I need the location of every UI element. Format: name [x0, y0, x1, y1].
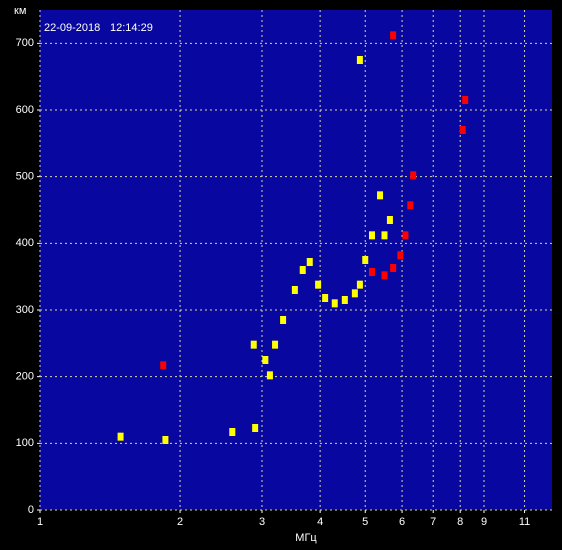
x-tick-label: 9 — [481, 516, 487, 528]
x-tick-label: 6 — [399, 516, 405, 528]
y-tick-label: 100 — [16, 437, 34, 449]
y-tick-label: 0 — [28, 504, 34, 516]
y-tick-label: 500 — [16, 171, 34, 183]
trace-point — [390, 264, 397, 272]
trace-point — [362, 256, 369, 264]
trace-point — [351, 289, 358, 298]
trace-point — [252, 424, 259, 432]
plot-area — [40, 10, 552, 510]
trace-point — [250, 340, 257, 349]
trace-point — [390, 31, 397, 40]
trace-point — [407, 201, 414, 210]
trace-point — [266, 371, 273, 380]
trace-point — [356, 280, 363, 289]
trace-point — [322, 294, 329, 302]
trace-point — [117, 432, 124, 441]
trace-point — [386, 216, 393, 224]
x-tick-label: 2 — [177, 516, 183, 528]
x-axis-label: МГц — [295, 532, 317, 544]
trace-point — [462, 96, 469, 104]
trace-point — [229, 428, 236, 436]
trace-point — [397, 251, 404, 260]
trace-point — [272, 340, 279, 349]
y-tick-label: 400 — [16, 237, 34, 249]
y-tick-label: 300 — [16, 304, 34, 316]
trace-point — [299, 266, 306, 274]
trace-point — [306, 258, 313, 266]
x-tick-label: 4 — [317, 516, 323, 528]
trace-point — [160, 361, 167, 370]
x-tick-label: 7 — [430, 516, 436, 528]
trace-point — [381, 231, 388, 240]
date: 22-09-2018 — [44, 22, 100, 34]
trace-point — [291, 286, 298, 294]
x-tick-label: 11 — [519, 516, 530, 528]
x-tick-label: 8 — [457, 516, 463, 528]
trace-point — [262, 356, 269, 364]
trace-point — [368, 231, 375, 240]
y-axis-label: км — [14, 5, 26, 17]
trace-point — [162, 436, 169, 444]
trace-point — [402, 231, 409, 240]
y-tick-label: 700 — [16, 37, 34, 49]
x-tick-label: 1 — [37, 516, 43, 528]
trace-point — [280, 316, 287, 324]
trace-point — [341, 296, 348, 304]
y-tick-label: 600 — [16, 104, 34, 116]
x-tick-label: 3 — [259, 516, 265, 528]
trace-point — [377, 191, 384, 200]
trace-point — [331, 299, 338, 308]
trace-point — [315, 280, 322, 289]
trace-point — [368, 268, 375, 276]
y-tick-label: 200 — [16, 371, 34, 383]
trace-point — [356, 56, 363, 64]
trace-point — [381, 271, 388, 280]
time: 12:14:29 — [110, 22, 153, 34]
trace-point — [410, 171, 417, 180]
trace-point — [459, 126, 466, 134]
x-tick-label: 5 — [362, 516, 368, 528]
